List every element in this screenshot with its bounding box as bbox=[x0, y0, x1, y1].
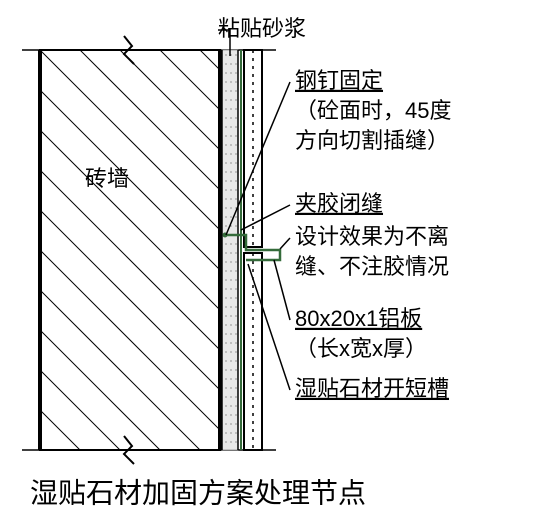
label-seal: 夹胶闭缝 bbox=[295, 191, 383, 216]
leader-design bbox=[280, 238, 290, 249]
label-wall: 砖墙 bbox=[85, 166, 129, 191]
label-alplate: 80x20x1铝板 bbox=[295, 306, 422, 331]
label-nail: 钢钉固定 bbox=[295, 68, 383, 93]
leader-seal bbox=[241, 205, 290, 230]
label-nail-note-1: （砼面时，45度 bbox=[295, 98, 451, 123]
label-nail-note-2: 方向切割插缝） bbox=[295, 128, 449, 153]
label-alplate-dim: （长x宽x厚） bbox=[295, 336, 427, 361]
label-slot: 湿贴石材开短槽 bbox=[295, 376, 449, 401]
leader-slot bbox=[248, 264, 290, 390]
label-design-2: 缝、不注胶情况 bbox=[295, 254, 449, 279]
brick-wall bbox=[40, 50, 220, 450]
wall-hatch bbox=[40, 50, 220, 450]
label-design-1: 设计效果为不离 bbox=[295, 224, 449, 249]
mortar-layer bbox=[222, 50, 238, 450]
label-mortar: 粘贴砂浆 bbox=[218, 16, 306, 41]
diagram-title: 湿贴石材加固方案处理节点 bbox=[30, 477, 366, 508]
leader-alplate bbox=[274, 260, 290, 320]
